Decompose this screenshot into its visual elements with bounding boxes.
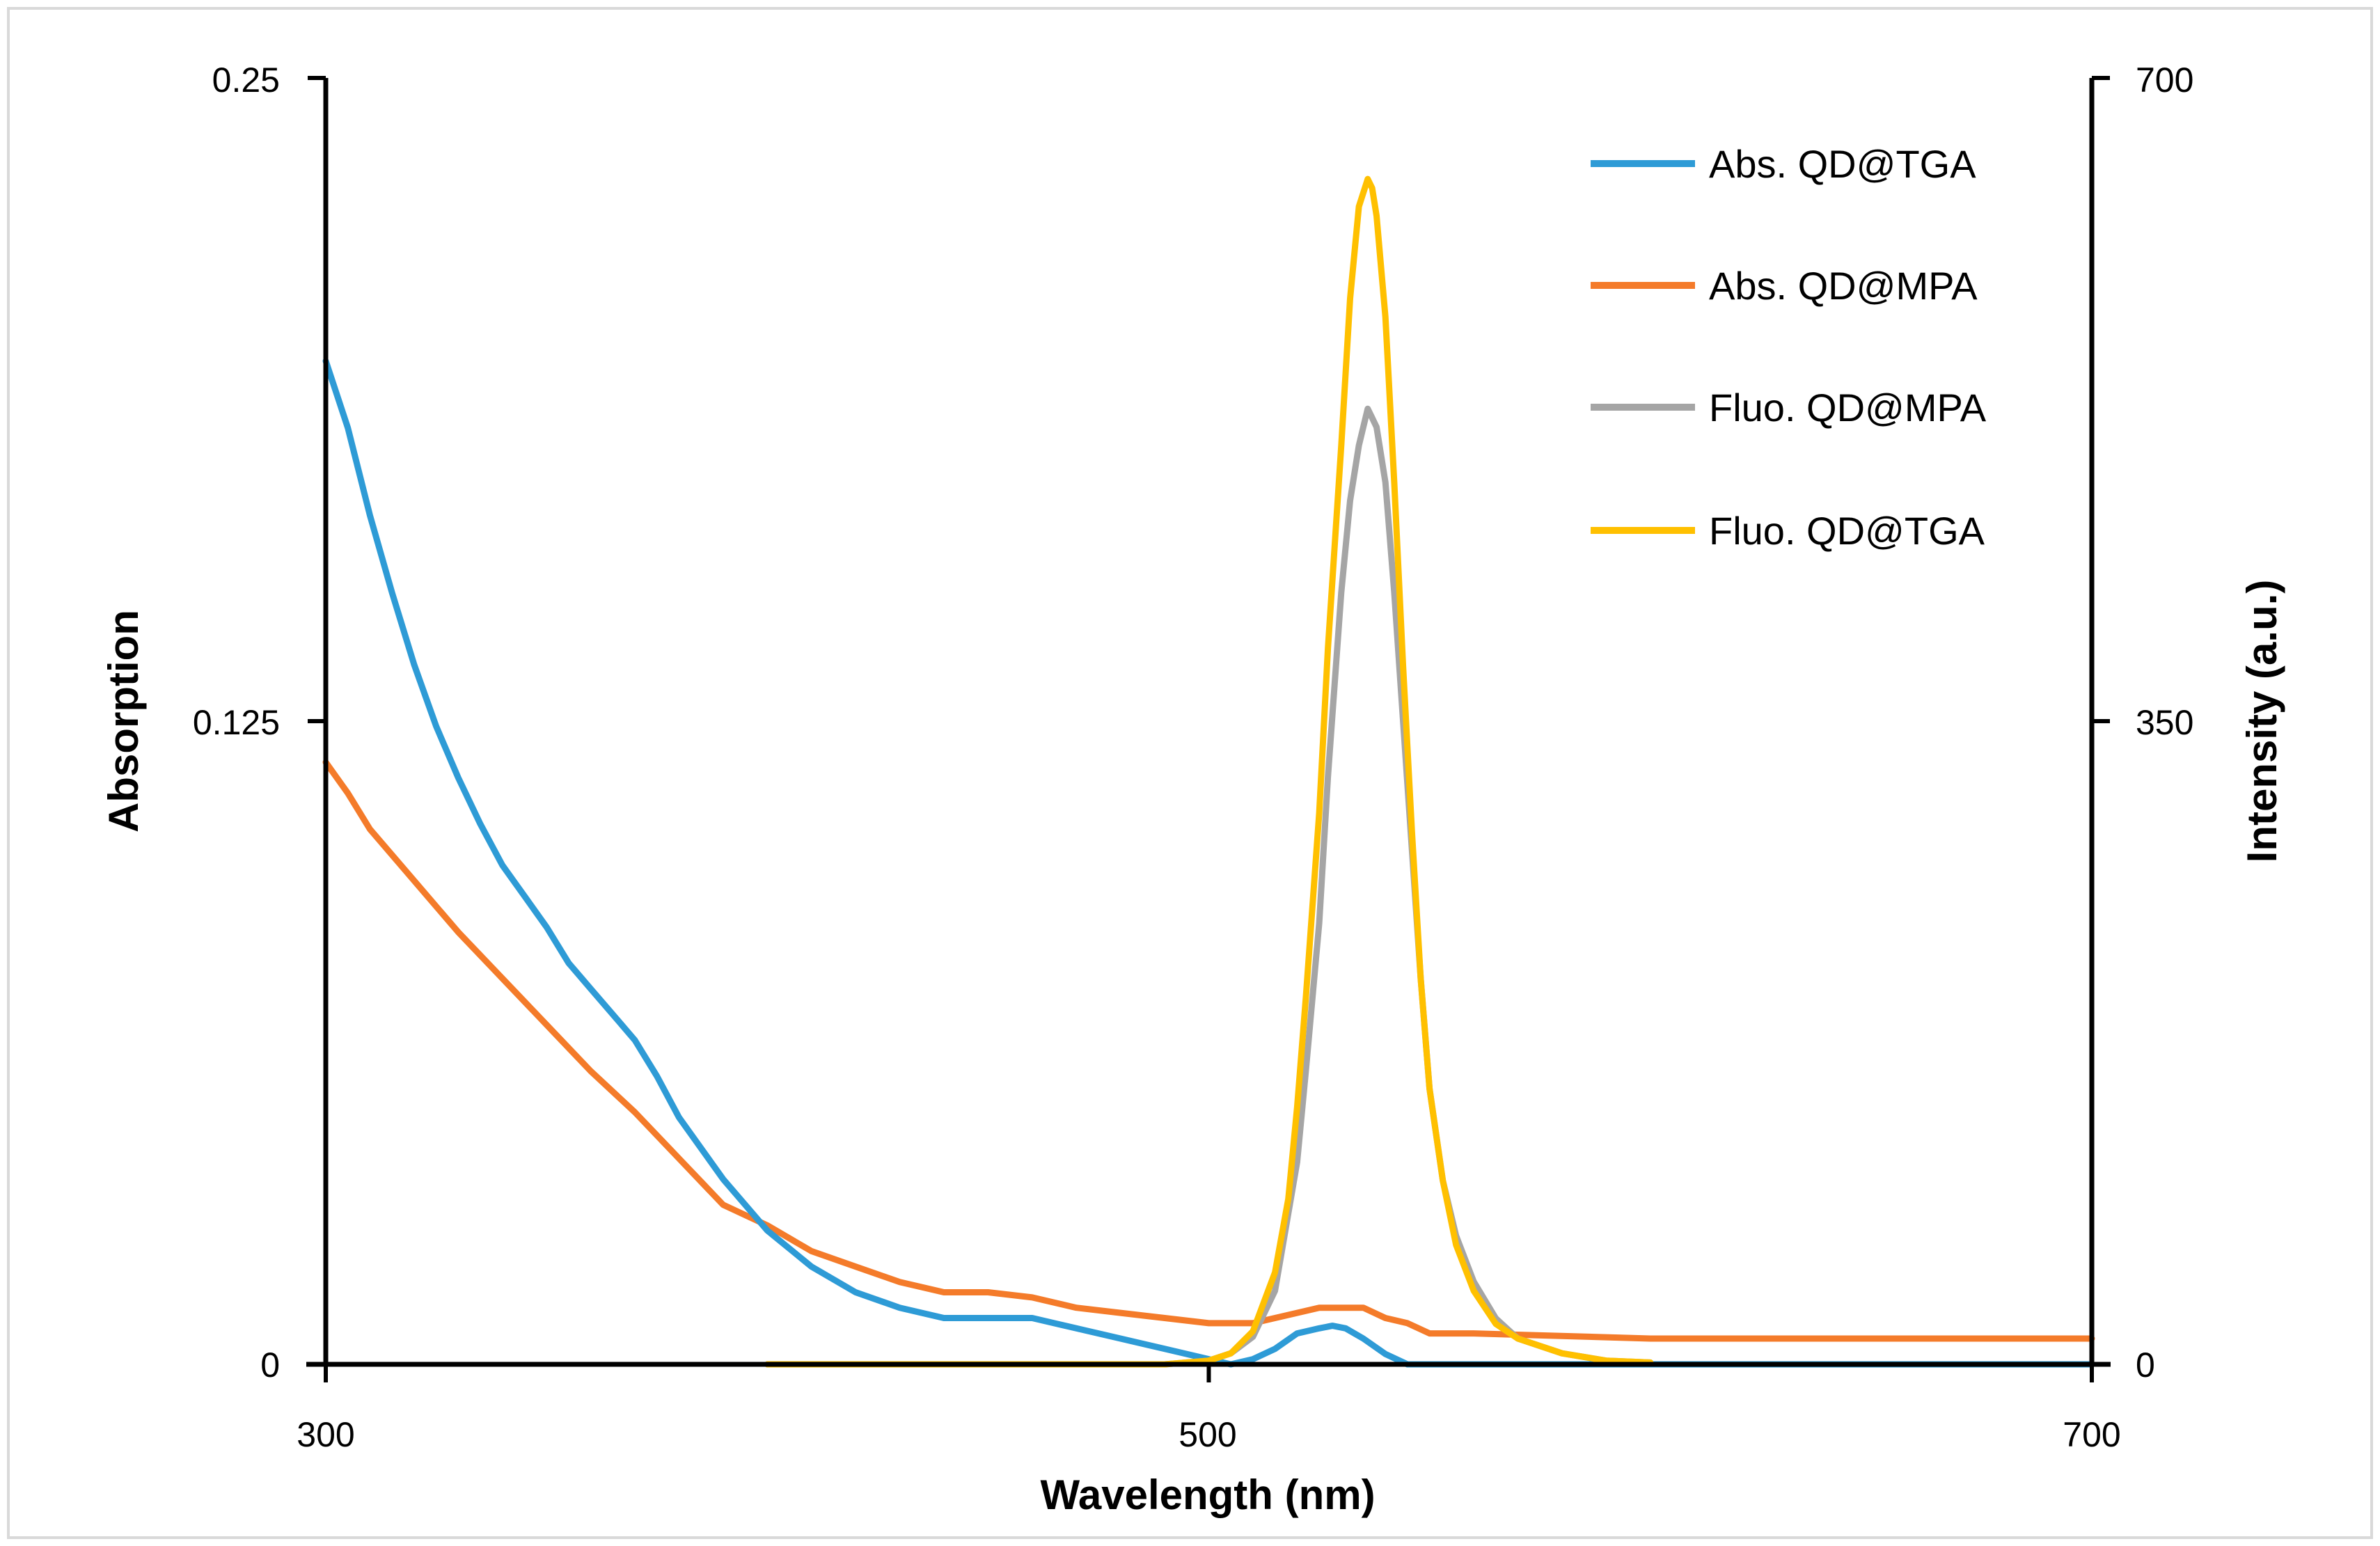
y-left-axis-title: Absorption (100, 610, 147, 833)
axis-ticks (308, 76, 2110, 1382)
series-line-abs-qd-tga (322, 358, 2095, 1368)
y-right-tick-label-350: 350 (2136, 703, 2193, 742)
x-tick-label-500: 500 (1179, 1415, 1236, 1454)
legend-label-abs-tga: Abs. QD@TGA (1709, 142, 1976, 186)
legend-label-fluo-mpa: Fluo. QD@MPA (1709, 386, 1987, 429)
series-line-fluo-qd-mpa (764, 405, 1654, 1368)
legend-label-abs-mpa: Abs. QD@MPA (1709, 264, 1978, 308)
legend: Abs. QD@TGA Abs. QD@MPA Fluo. QD@MPA Flu… (1591, 142, 1987, 553)
series-line-fluo-qd-tga (764, 175, 1654, 1368)
y-right-axis-title: Intensity (a.u.) (2239, 580, 2285, 863)
legend-label-fluo-tga: Fluo. QD@TGA (1709, 509, 1985, 553)
chart-border (7, 7, 2373, 1539)
y-left-tick-label-0.25: 0.25 (212, 61, 280, 100)
x-tick-label-300: 300 (297, 1415, 354, 1454)
plot-series (322, 175, 2095, 1368)
y-left-tick-label-0.125: 0.125 (193, 703, 280, 742)
x-axis-title: Wavelength (nm) (1040, 1472, 1375, 1518)
y-left-tick-label-0: 0 (260, 1346, 280, 1385)
x-tick-label-700: 700 (2063, 1415, 2120, 1454)
y-right-tick-label-700: 700 (2136, 61, 2193, 100)
y-right-tick-label-0: 0 (2136, 1346, 2155, 1385)
series-line-abs-qd-mpa (322, 759, 2095, 1342)
